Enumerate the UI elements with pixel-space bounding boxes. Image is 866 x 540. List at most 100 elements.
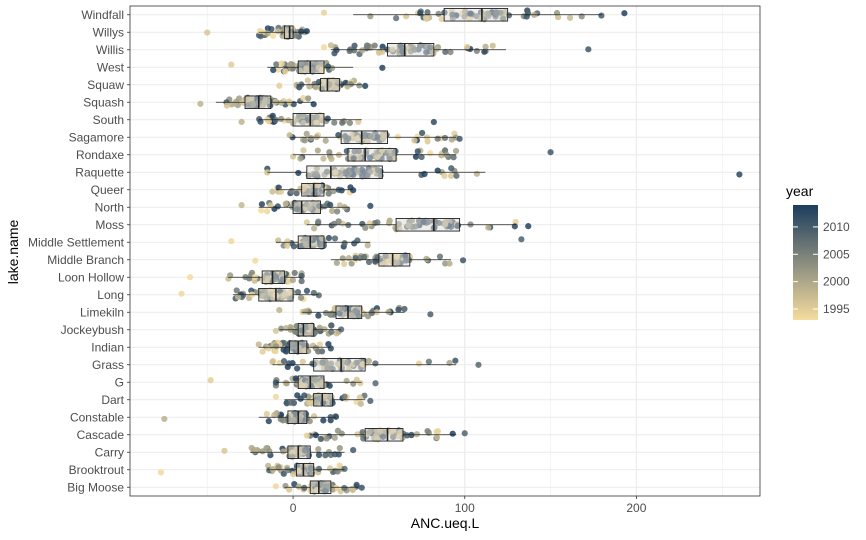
legend-title: year: [786, 183, 814, 199]
jitter-point: [372, 360, 379, 367]
jitter-point: [452, 147, 460, 155]
y-tick-label: Middle Branch: [47, 253, 124, 267]
y-tick-label: Constable: [70, 410, 124, 424]
jitter-point: [453, 172, 460, 179]
jitter-point: [473, 47, 480, 55]
jitter-point: [363, 42, 371, 49]
jitter-point: [342, 169, 350, 176]
jitter-point: [245, 95, 252, 103]
jitter-point: [339, 305, 346, 312]
box: [284, 25, 294, 40]
jitter-point: [348, 312, 356, 319]
jitter-point: [425, 358, 432, 365]
jitter-point: [449, 11, 456, 18]
jitter-point: [320, 77, 328, 84]
jitter-point: [264, 275, 272, 282]
jitter-point: [461, 13, 468, 20]
y-tick-label: Long: [97, 288, 124, 302]
jitter-point: [300, 95, 307, 102]
jitter-point: [427, 150, 434, 157]
jitter-point: [294, 288, 302, 296]
jitter-point: [331, 451, 339, 458]
jitter-point: [420, 218, 427, 226]
outlier-point: [367, 202, 374, 209]
jitter-point: [328, 328, 335, 336]
jitter-point: [301, 447, 308, 454]
outlier-point: [272, 393, 280, 400]
jitter-point: [282, 200, 289, 207]
outlier-point: [303, 219, 310, 226]
jitter-point: [380, 260, 387, 268]
jitter-point: [386, 147, 393, 154]
y-tick-label: Willis: [96, 43, 124, 57]
jitter-point: [280, 417, 287, 424]
jitter-point: [278, 325, 285, 332]
jitter-point: [335, 132, 342, 139]
jitter-point: [464, 43, 471, 50]
y-tick-label: West: [97, 60, 125, 74]
outlier-point: [272, 483, 280, 490]
jitter-point: [319, 242, 327, 249]
jitter-point: [343, 359, 350, 366]
jitter-point: [423, 255, 430, 263]
jitter-point: [282, 68, 289, 75]
outlier-point: [286, 132, 293, 139]
jitter-point: [309, 480, 316, 488]
grid: [130, 6, 760, 496]
jitter-point: [427, 44, 434, 51]
jitter-point: [473, 13, 480, 20]
jitter-point: [442, 48, 449, 56]
jitter-point: [481, 48, 488, 55]
jitter-point: [450, 154, 457, 161]
jitter-point: [333, 259, 340, 267]
y-tick-label: Brooktrout: [69, 463, 125, 477]
jitter-point: [302, 241, 309, 248]
jitter-point: [482, 43, 489, 50]
jitter-point: [305, 95, 312, 102]
jitter-point: [408, 217, 416, 224]
jitter-point: [354, 167, 361, 174]
x-axis-label: ANC.ueq.L: [411, 515, 480, 531]
outlier-point: [269, 358, 276, 366]
jitter-point: [288, 187, 295, 195]
jitter-point: [284, 363, 291, 371]
jitter-point: [310, 413, 318, 420]
jitter-point: [449, 430, 456, 437]
jitter-point: [306, 83, 313, 90]
jitter-point: [289, 277, 296, 284]
legend-tick-label: 2010: [823, 220, 850, 234]
jitter-point: [297, 155, 304, 162]
outlier-point: [228, 61, 235, 68]
jitter-point: [296, 84, 303, 91]
y-tick-label: North: [95, 200, 124, 214]
jitter-point: [335, 78, 342, 85]
jitter-point: [295, 467, 302, 474]
jitter-point: [566, 14, 574, 21]
box: [296, 463, 315, 477]
jitter-point: [315, 451, 323, 459]
jitter-point: [492, 9, 500, 17]
jitter-point: [434, 167, 441, 174]
jitter-point: [416, 42, 424, 49]
jitter-point: [313, 399, 320, 406]
jitter-point: [263, 294, 270, 301]
jitter-point: [382, 252, 389, 259]
jitter-point: [334, 208, 341, 215]
jitter-point: [412, 223, 419, 230]
jitter-point: [269, 32, 277, 39]
jitter-point: [293, 190, 300, 197]
outlier-point: [157, 469, 164, 476]
jitter-point: [355, 147, 363, 155]
jitter-point: [331, 235, 339, 242]
outlier-point: [320, 9, 328, 16]
outlier-point: [207, 377, 214, 384]
y-tick-label: Carry: [95, 445, 124, 459]
y-tick-label: Raquette: [75, 165, 124, 179]
jitter-point: [353, 376, 360, 383]
jitter-point: [321, 392, 328, 399]
jitter-point: [394, 259, 401, 266]
jitter-point: [485, 12, 492, 19]
jitter-point: [298, 278, 305, 285]
outlier-point: [238, 118, 245, 126]
jitter-point: [274, 28, 282, 35]
